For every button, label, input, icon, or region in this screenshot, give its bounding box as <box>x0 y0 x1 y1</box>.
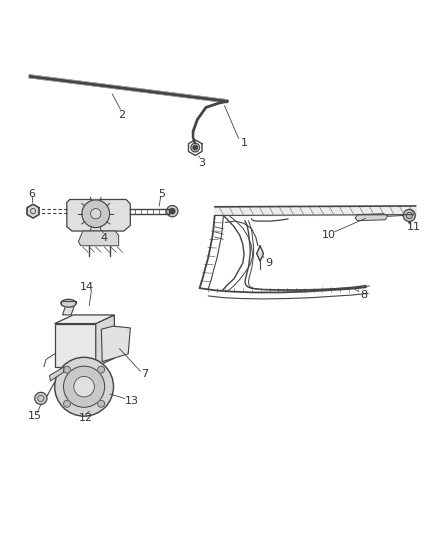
Text: 6: 6 <box>28 189 35 199</box>
Polygon shape <box>257 246 264 261</box>
Polygon shape <box>67 199 131 231</box>
Text: 14: 14 <box>80 282 94 292</box>
Text: 2: 2 <box>118 110 125 120</box>
Text: 7: 7 <box>141 369 148 379</box>
Text: 12: 12 <box>79 413 93 423</box>
Polygon shape <box>96 315 114 367</box>
Polygon shape <box>63 306 74 315</box>
Circle shape <box>55 357 113 416</box>
Polygon shape <box>49 367 64 381</box>
Circle shape <box>91 208 101 219</box>
Text: 8: 8 <box>360 289 367 300</box>
Polygon shape <box>27 204 39 218</box>
Text: 3: 3 <box>198 158 205 168</box>
Polygon shape <box>78 231 119 246</box>
Ellipse shape <box>61 300 76 307</box>
Circle shape <box>64 366 105 407</box>
Text: 10: 10 <box>322 230 336 240</box>
Text: 15: 15 <box>28 411 42 421</box>
Circle shape <box>167 206 178 217</box>
Circle shape <box>98 400 105 407</box>
Circle shape <box>191 143 200 152</box>
Circle shape <box>82 200 110 228</box>
Polygon shape <box>101 326 131 361</box>
Polygon shape <box>55 315 114 324</box>
Text: 9: 9 <box>265 258 272 268</box>
Text: 11: 11 <box>406 222 420 232</box>
Text: 13: 13 <box>125 397 139 407</box>
Circle shape <box>403 209 415 222</box>
Circle shape <box>35 392 47 405</box>
Circle shape <box>64 366 71 373</box>
Circle shape <box>193 146 198 150</box>
Text: 1: 1 <box>240 138 247 148</box>
Polygon shape <box>55 324 96 367</box>
Circle shape <box>170 208 175 214</box>
Circle shape <box>98 366 105 373</box>
Polygon shape <box>355 214 388 221</box>
Text: 5: 5 <box>159 189 166 199</box>
Circle shape <box>64 400 71 407</box>
Text: 4: 4 <box>101 233 108 244</box>
Circle shape <box>74 376 94 397</box>
